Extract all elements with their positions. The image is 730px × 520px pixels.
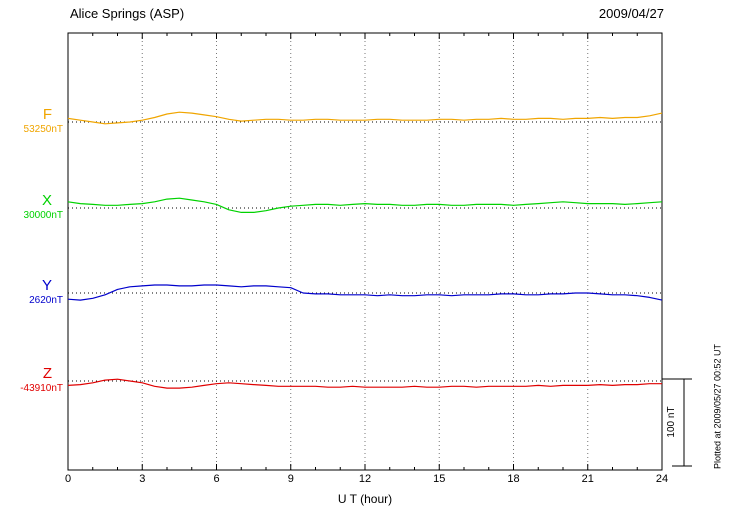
series-label-X: X	[41, 192, 52, 209]
scale-bar-label: 100 nT	[666, 406, 677, 438]
trace-F	[67, 111, 663, 125]
series-label-Y: Y	[41, 277, 52, 294]
x-tick-label: 6	[213, 473, 220, 485]
x-axis-label: U T (hour)	[337, 492, 393, 506]
series-baseline-Y: 2620nT	[29, 295, 63, 306]
series-baseline-Z: -43910nT	[20, 383, 63, 394]
series-label-F: F	[42, 106, 52, 123]
plotted-at-note: Plotted at 2009/05/27 00:52 UT	[712, 343, 723, 470]
x-tick-label: 24	[655, 473, 669, 485]
trace-Z	[67, 378, 662, 389]
x-tick-label: 0	[64, 473, 72, 485]
series-label-Z: Z	[42, 365, 52, 382]
trace-X	[67, 197, 663, 213]
x-tick-label: 12	[358, 473, 372, 485]
series-baseline-F: 53250nT	[23, 124, 63, 135]
plot-frame	[67, 32, 663, 471]
series-baseline-X: 30000nT	[23, 210, 63, 221]
trace-Y	[67, 284, 663, 301]
x-tick-label: 21	[581, 473, 594, 485]
x-tick-label: 3	[139, 473, 146, 485]
x-tick-label: 9	[287, 473, 294, 485]
observation-date: 2009/04/27	[598, 6, 664, 21]
station-title: Alice Springs (ASP)	[70, 6, 185, 21]
x-tick-label: 18	[507, 473, 520, 485]
x-tick-label: 15	[433, 473, 446, 485]
